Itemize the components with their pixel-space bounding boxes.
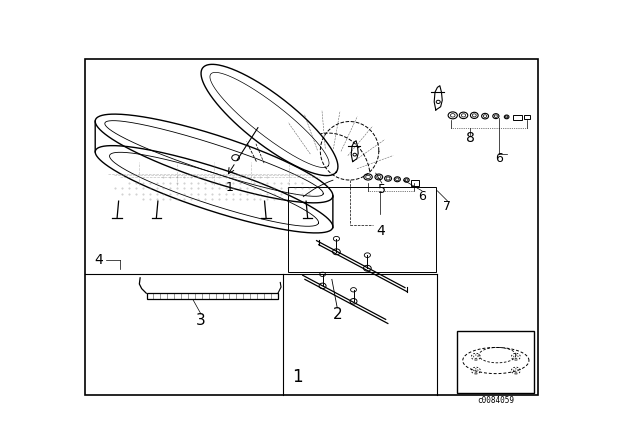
Bar [513, 115, 522, 120]
Text: 5: 5 [378, 183, 386, 196]
Text: 3: 3 [196, 313, 206, 327]
Text: 7: 7 [444, 200, 451, 213]
Bar [411, 180, 419, 186]
Text: c0084059: c0084059 [477, 396, 515, 405]
Text: 1: 1 [225, 181, 234, 194]
Text: 6: 6 [495, 152, 503, 165]
Bar [458, 331, 534, 392]
Text: 4: 4 [376, 224, 385, 238]
Bar [524, 115, 530, 119]
Bar [288, 187, 436, 271]
Bar [147, 293, 278, 299]
Text: 6: 6 [418, 190, 426, 203]
Text: 8: 8 [466, 131, 475, 146]
Text: 2: 2 [332, 306, 342, 322]
Text: 4: 4 [94, 253, 103, 267]
Text: 1: 1 [292, 368, 303, 386]
